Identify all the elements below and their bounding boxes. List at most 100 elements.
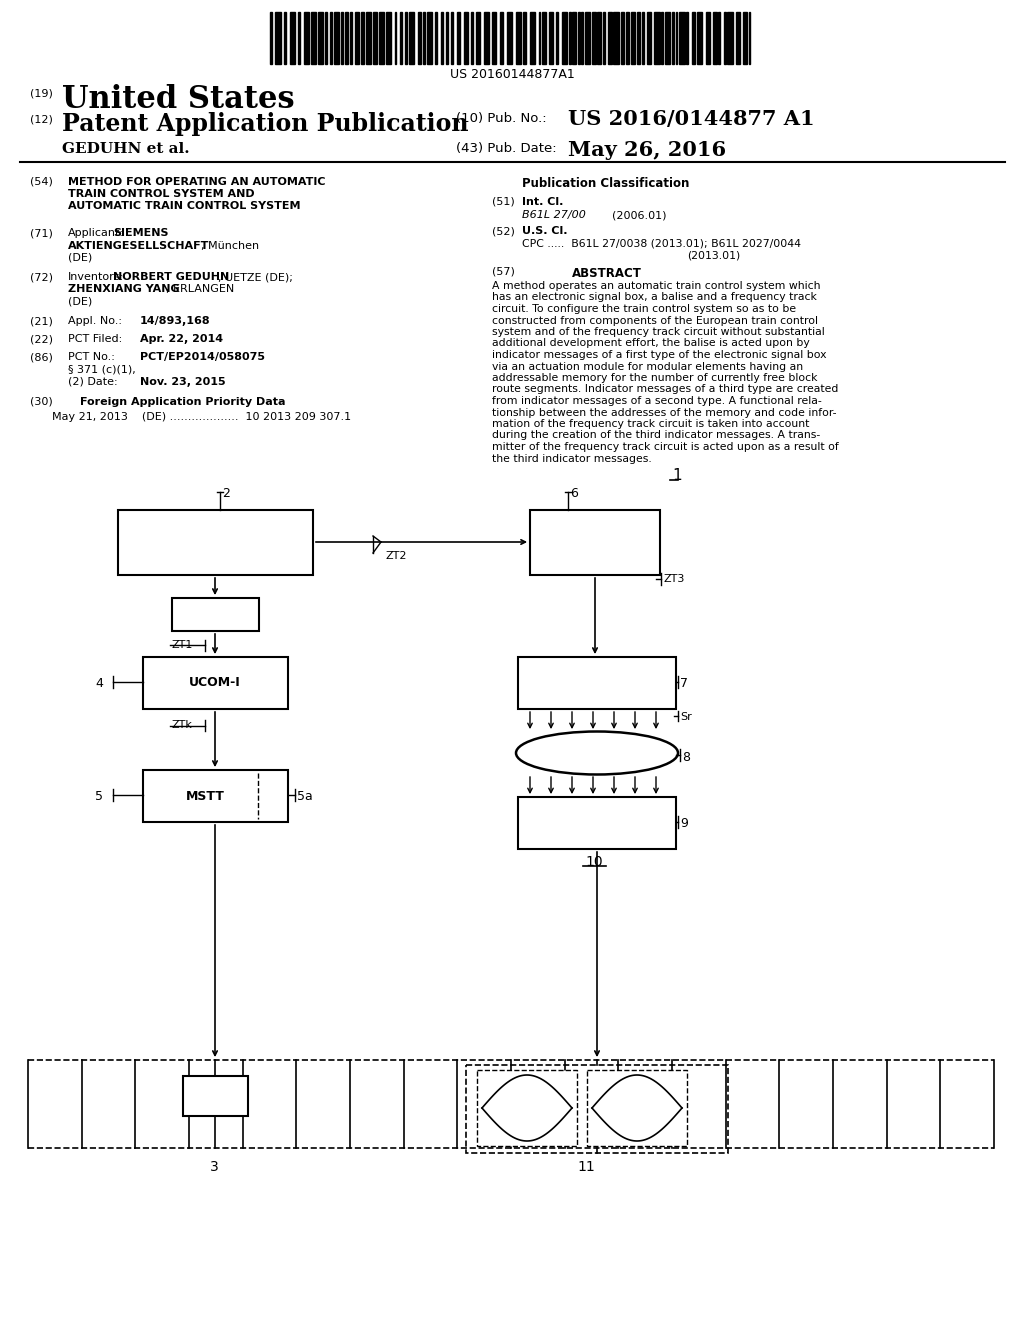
Bar	[697, 12, 702, 63]
Bar	[706, 12, 710, 63]
Text: CPC .....  B61L 27/0038 (2013.01); B61L 2027/0044: CPC ..... B61L 27/0038 (2013.01); B61L 2…	[522, 238, 801, 248]
Ellipse shape	[516, 731, 678, 775]
Text: AKTIENGESELLSCHAFT: AKTIENGESELLSCHAFT	[68, 242, 209, 251]
Text: B61L 27/00: B61L 27/00	[522, 210, 586, 220]
Bar	[331, 12, 332, 63]
Text: 9: 9	[680, 817, 688, 830]
Bar	[556, 12, 558, 63]
Bar	[367, 12, 372, 63]
Text: A method operates an automatic train control system which: A method operates an automatic train con…	[492, 281, 820, 290]
Text: Applicant:: Applicant:	[68, 228, 124, 238]
Text: (DE): (DE)	[68, 253, 92, 263]
Text: United States: United States	[62, 84, 295, 115]
Text: US 20160144877A1: US 20160144877A1	[450, 69, 574, 81]
Text: May 21, 2013    (DE) ...................  10 2013 209 307.1: May 21, 2013 (DE) ................... 10…	[52, 412, 351, 422]
Text: 2: 2	[222, 487, 229, 500]
Text: , ERLANGEN: , ERLANGEN	[166, 284, 234, 294]
Text: UCOM-I: UCOM-I	[189, 676, 241, 689]
Bar	[569, 12, 570, 63]
Text: (10) Pub. No.:: (10) Pub. No.:	[456, 112, 547, 125]
Text: via an actuation module for modular elements having an: via an actuation module for modular elem…	[492, 362, 803, 371]
Bar	[665, 12, 671, 63]
Text: Patent Application Publication: Patent Application Publication	[62, 112, 469, 136]
Text: 11: 11	[577, 1160, 595, 1173]
Text: (2) Date:: (2) Date:	[68, 378, 118, 387]
Bar	[446, 12, 447, 63]
Text: PCT No.:: PCT No.:	[68, 352, 115, 362]
Bar	[386, 12, 391, 63]
Text: 4: 4	[95, 677, 102, 690]
Text: § 371 (c)(1),: § 371 (c)(1),	[68, 366, 136, 375]
Bar	[360, 12, 365, 63]
Text: ZHENXIANG YANG: ZHENXIANG YANG	[68, 284, 179, 294]
Bar	[326, 12, 327, 63]
Text: mitter of the frequency track circuit is acted upon as a result of: mitter of the frequency track circuit is…	[492, 442, 839, 451]
Bar	[515, 12, 521, 63]
Bar	[539, 12, 541, 63]
Bar	[592, 12, 596, 63]
Text: tionship between the addresses of the memory and code infor-: tionship between the addresses of the me…	[492, 408, 837, 417]
Bar	[275, 12, 281, 63]
Bar	[304, 12, 309, 63]
Bar	[334, 12, 339, 63]
Text: Int. Cl.: Int. Cl.	[522, 197, 563, 207]
Text: U.S. Cl.: U.S. Cl.	[522, 226, 567, 236]
Bar	[597, 12, 601, 63]
Text: circuit. To configure the train control system so as to be: circuit. To configure the train control …	[492, 304, 796, 314]
Text: constructed from components of the European train control: constructed from components of the Europ…	[492, 315, 818, 326]
Text: (51): (51)	[492, 197, 515, 207]
Bar	[118, 510, 313, 576]
Bar	[493, 12, 496, 63]
Text: route segments. Indicator messages of a third type are created: route segments. Indicator messages of a …	[492, 384, 839, 395]
Bar	[452, 12, 454, 63]
Text: (52): (52)	[492, 226, 515, 236]
Text: GEDUHN et al.: GEDUHN et al.	[62, 143, 189, 156]
Text: Foreign Application Priority Data: Foreign Application Priority Data	[80, 397, 286, 407]
Bar	[435, 12, 437, 63]
Text: PCT/EP2014/058075: PCT/EP2014/058075	[140, 352, 265, 362]
Text: 1: 1	[672, 469, 682, 483]
Bar	[749, 12, 751, 63]
Bar	[654, 12, 659, 63]
Bar	[647, 12, 651, 63]
Bar	[626, 12, 630, 63]
Text: Nov. 23, 2015: Nov. 23, 2015	[140, 378, 225, 387]
Bar	[585, 12, 590, 63]
Text: TRAIN CONTROL SYSTEM AND: TRAIN CONTROL SYSTEM AND	[68, 189, 255, 199]
Bar	[476, 12, 480, 63]
Bar	[518, 797, 676, 849]
Text: 14/893,168: 14/893,168	[140, 315, 211, 326]
Text: Appl. No.:: Appl. No.:	[68, 315, 122, 326]
Bar	[464, 12, 468, 63]
Bar	[530, 510, 660, 576]
Text: (54): (54)	[30, 177, 53, 187]
Bar	[562, 12, 567, 63]
Text: (19): (19)	[30, 88, 53, 98]
Text: ABSTRACT: ABSTRACT	[572, 267, 642, 280]
Bar	[457, 12, 461, 63]
Bar	[379, 12, 384, 63]
Text: AUTOMATIC TRAIN CONTROL SYSTEM: AUTOMATIC TRAIN CONTROL SYSTEM	[68, 201, 300, 211]
Bar	[318, 12, 324, 63]
Text: during the creation of the third indicator messages. A trans-: during the creation of the third indicat…	[492, 430, 820, 441]
Bar	[692, 12, 695, 63]
Bar	[471, 12, 473, 63]
Text: Sr: Sr	[680, 711, 692, 722]
Bar	[409, 12, 414, 63]
Bar	[350, 12, 352, 63]
Text: 10: 10	[585, 855, 603, 869]
Bar	[423, 12, 425, 63]
Text: Publication Classification: Publication Classification	[522, 177, 689, 190]
Text: ZTk: ZTk	[172, 719, 193, 730]
Bar	[543, 12, 546, 63]
Bar	[400, 12, 401, 63]
Text: ZT3: ZT3	[663, 574, 684, 583]
Bar	[290, 12, 295, 63]
Bar	[582, 12, 584, 63]
Text: 3: 3	[210, 1160, 219, 1173]
Bar	[311, 12, 316, 63]
Text: (2013.01): (2013.01)	[687, 249, 740, 260]
Text: (71): (71)	[30, 228, 53, 238]
Bar	[477, 1071, 577, 1146]
Text: (30): (30)	[30, 397, 53, 407]
